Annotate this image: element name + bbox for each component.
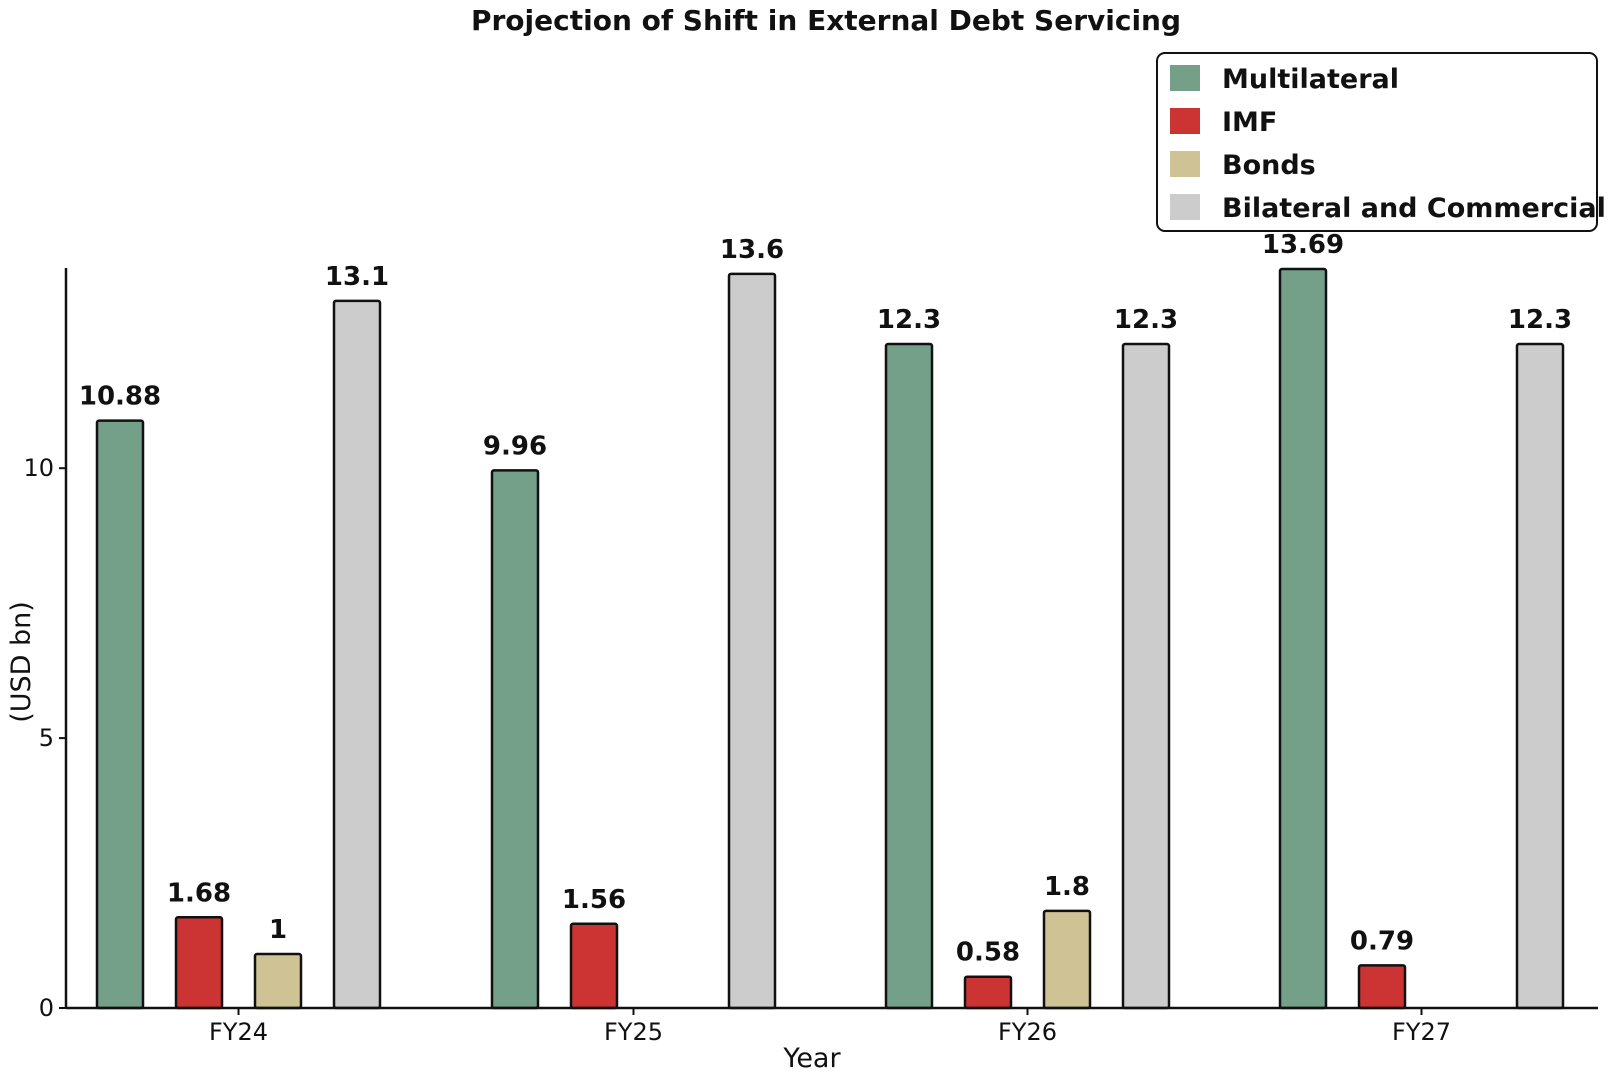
bar-bonds-fy26 <box>1042 909 1092 1010</box>
data-label: 13.69 <box>1262 230 1344 260</box>
bar-imf-fy25 <box>569 922 619 1010</box>
y-tick-label: 10 <box>23 454 54 482</box>
legend: Multilateral IMF Bonds Bilateral and Commer… <box>1156 52 1606 232</box>
legend-label: Multilateral <box>1222 64 1399 95</box>
legend-swatch <box>1170 65 1200 91</box>
bar-bilateral-and-commercial-fy26 <box>1121 342 1171 1010</box>
plot-area: 0 5 10 10.88 1.68 1 13.1 FY24 9.96 1.56 13.6 FY25 12… <box>23 230 1572 1046</box>
data-label: 1 <box>269 915 287 945</box>
chart-title: Projection of Shift in External Debt Ser… <box>471 4 1181 37</box>
data-label: 1.8 <box>1044 872 1090 902</box>
legend-swatch <box>1170 194 1200 220</box>
bar-bonds-fy24 <box>253 952 303 1010</box>
data-label: 1.56 <box>562 885 626 915</box>
legend-label: Bonds <box>1222 150 1316 181</box>
data-label: 13.6 <box>720 235 784 265</box>
y-tick-label: 0 <box>39 994 54 1022</box>
data-label: 9.96 <box>483 431 547 461</box>
data-label: 1.68 <box>167 878 231 908</box>
data-label: 10.88 <box>79 382 161 412</box>
legend-swatch <box>1170 108 1200 134</box>
data-label: 0.79 <box>1350 926 1414 956</box>
bar-multilateral-fy25 <box>490 469 540 1010</box>
data-label: 0.58 <box>956 938 1020 968</box>
bar-imf-fy27 <box>1357 964 1407 1010</box>
legend-label: IMF <box>1222 107 1277 138</box>
bar-bilateral-and-commercial-fy27 <box>1515 342 1565 1010</box>
legend-label: Bilateral and Commercial <box>1222 193 1606 224</box>
bar-multilateral-fy24 <box>95 419 145 1010</box>
data-label: 12.3 <box>1508 305 1572 335</box>
y-tick-label: 5 <box>39 724 54 752</box>
legend-frame <box>1156 52 1598 232</box>
x-tick-label: FY27 <box>1392 1018 1451 1046</box>
legend-swatch <box>1170 151 1200 177</box>
bar-multilateral-fy27 <box>1278 267 1328 1010</box>
bar-multilateral-fy26 <box>884 342 934 1010</box>
x-tick-label: FY26 <box>998 1018 1057 1046</box>
bar-bilateral-and-commercial-fy25 <box>727 272 777 1010</box>
x-tick-label: FY25 <box>604 1018 663 1046</box>
bar-imf-fy26 <box>963 975 1013 1010</box>
x-tick-label: FY24 <box>209 1018 268 1046</box>
x-axis-label: Year <box>782 1043 841 1074</box>
data-label: 12.3 <box>877 305 941 335</box>
data-label: 12.3 <box>1114 305 1178 335</box>
data-label: 13.1 <box>325 262 389 292</box>
bar-bilateral-and-commercial-fy24 <box>332 299 382 1010</box>
y-axis-label: (USD bn) <box>6 601 37 723</box>
bar-imf-fy24 <box>174 916 224 1010</box>
